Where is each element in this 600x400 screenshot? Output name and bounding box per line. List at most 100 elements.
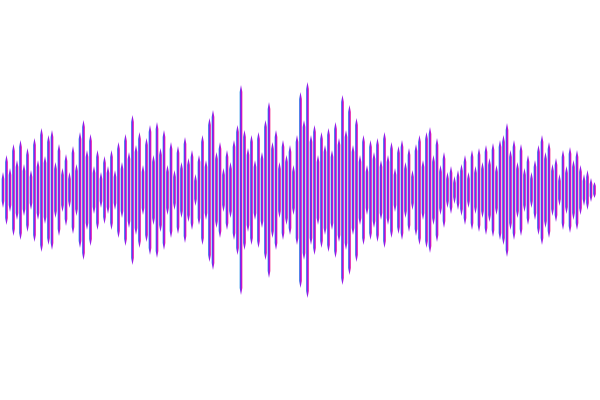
waveform-bar (425, 132, 428, 248)
waveform-bar (369, 140, 372, 240)
waveform-bar (8, 168, 12, 212)
waveform-bar (54, 162, 57, 218)
waveform-bar (236, 125, 239, 255)
waveform-bar (208, 118, 211, 262)
waveform-bar (257, 132, 260, 248)
waveform-bar (29, 170, 33, 210)
waveform-bar (22, 164, 26, 216)
waveform-bar (302, 120, 306, 260)
waveform-bar (239, 85, 243, 295)
waveform-bar (432, 155, 435, 225)
waveform-bar (61, 168, 64, 212)
waveform-bar (92, 166, 96, 214)
waveform-bar (439, 165, 442, 215)
waveform-bar (246, 148, 250, 232)
waveform-bar (463, 155, 467, 225)
waveform-bar (292, 165, 295, 215)
waveform-bar (558, 174, 561, 206)
waveform-bar (330, 150, 334, 230)
waveform-bar (75, 164, 78, 216)
waveform-bar (47, 135, 50, 245)
waveform-bar (201, 135, 204, 245)
waveform-bar (355, 118, 358, 262)
waveform-bar (225, 150, 229, 230)
waveform-bar (495, 165, 498, 215)
waveform-bar (502, 135, 505, 245)
waveform-bar (194, 174, 197, 206)
waveform-bar (509, 150, 512, 230)
waveform-bar (85, 150, 89, 230)
waveform-bar (162, 130, 166, 250)
waveform-bar (12, 144, 15, 236)
waveform-bar (183, 137, 187, 243)
waveform-bar (383, 132, 386, 248)
waveform-bar (376, 138, 379, 242)
waveform-bar (180, 162, 183, 218)
waveform-bar (274, 130, 278, 250)
waveform-bar (337, 138, 341, 242)
waveform-bar (187, 158, 190, 222)
waveform-bar (467, 172, 470, 208)
waveform-bar (166, 165, 169, 215)
waveform-bar (547, 142, 551, 238)
waveform-bar (134, 145, 138, 235)
waveform-bar (341, 95, 344, 285)
waveform-bar (5, 155, 8, 225)
waveform-bar (155, 122, 159, 258)
waveform-bar (404, 162, 407, 218)
waveform-bar (68, 172, 71, 208)
waveform-bar (421, 160, 425, 220)
waveform-bar (250, 135, 253, 245)
waveform-bar (540, 135, 544, 245)
waveform-bar (533, 160, 537, 220)
waveform-bar (288, 145, 292, 235)
waveform-bar (43, 156, 47, 224)
waveform-bar (127, 152, 131, 228)
waveform-bar (190, 150, 194, 230)
waveform-bar (418, 135, 421, 245)
waveform-bar (78, 132, 82, 248)
waveform-bar (117, 142, 120, 238)
waveform-bar (544, 152, 547, 228)
waveform-bar (40, 128, 43, 252)
waveform-bar (306, 82, 309, 298)
waveform-bar (145, 138, 148, 242)
waveform-bar (582, 174, 586, 206)
waveform-bar (152, 155, 155, 225)
waveform-bar (561, 150, 565, 230)
waveform-bar (320, 132, 323, 248)
waveform-bar (299, 92, 302, 288)
waveform-bar (316, 155, 320, 225)
waveform-bar (281, 140, 285, 240)
waveform-bar (400, 140, 404, 240)
waveform-bar (523, 168, 526, 212)
waveform-bar (435, 138, 439, 242)
waveform-bar (414, 144, 418, 236)
waveform-bar (372, 152, 376, 228)
waveform-bar (498, 140, 502, 240)
waveform-bar (285, 155, 288, 225)
waveform-bar (327, 128, 330, 252)
waveform-bar (572, 160, 575, 220)
waveform-bar (229, 162, 232, 218)
waveform-bar (50, 130, 54, 250)
waveform-bar (15, 160, 19, 220)
waveform-bar (169, 142, 173, 238)
waveform-bar (89, 134, 92, 246)
waveform-bar (96, 150, 99, 230)
waveform-bar (110, 150, 113, 230)
waveform-bar (106, 166, 110, 214)
waveform-bar (215, 152, 218, 228)
waveform-bar (260, 152, 264, 228)
waveform-bar (519, 144, 523, 236)
waveform-bar (120, 162, 124, 218)
waveform-bar (204, 160, 208, 220)
waveform-bar (271, 142, 274, 238)
waveform-bar (99, 172, 103, 208)
waveform-bar (449, 166, 453, 214)
waveform-bar (393, 168, 397, 212)
waveform-bar (575, 150, 579, 230)
waveform-bar (386, 155, 390, 225)
